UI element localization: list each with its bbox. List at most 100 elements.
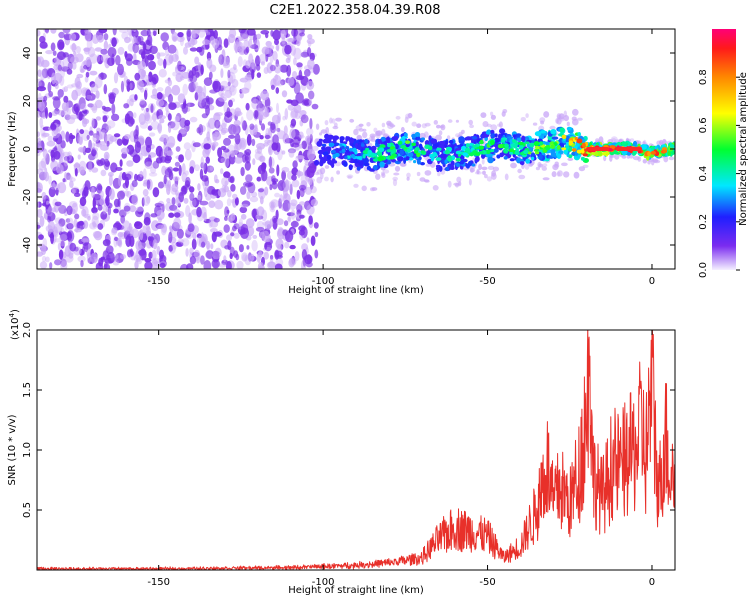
ridge-halo — [353, 128, 359, 136]
noise-blob — [200, 156, 204, 168]
noise-blob — [101, 129, 106, 134]
noise-blob — [153, 261, 161, 267]
noise-blob — [94, 76, 103, 89]
noise-blob — [176, 199, 181, 205]
noise-blob — [86, 252, 92, 264]
noise-blob — [145, 107, 149, 113]
noise-blob — [189, 116, 198, 123]
ridge-halo — [455, 119, 459, 123]
noise-blob — [143, 195, 150, 206]
noise-blob — [171, 197, 176, 206]
noise-blob — [53, 223, 63, 234]
noise-blob — [234, 144, 239, 154]
noise-blob — [168, 245, 173, 252]
noise-blob — [220, 68, 224, 79]
noise-blob — [233, 232, 240, 239]
ridge-halo — [535, 166, 541, 171]
noise-blob — [159, 249, 164, 260]
noise-blob — [39, 215, 45, 227]
noise-blob — [37, 224, 41, 229]
noise-blob — [307, 47, 312, 57]
noise-blob — [89, 70, 98, 76]
ridge-halo — [400, 126, 405, 133]
noise-blob — [85, 71, 90, 78]
noise-blob — [102, 115, 108, 123]
ridge-halo — [361, 185, 367, 192]
noise-blob — [264, 186, 269, 196]
ridge-cell — [458, 136, 465, 142]
noise-blob — [70, 56, 79, 64]
noise-blob — [133, 29, 137, 33]
ridge-cell — [420, 162, 425, 166]
ridge-peak — [378, 156, 384, 161]
noise-blob — [205, 250, 215, 260]
noise-blob — [196, 233, 202, 239]
noise-blob — [286, 99, 293, 104]
colorbar-tick-label: 0.4 — [698, 166, 709, 182]
ridge-cell — [670, 150, 675, 156]
noise-blob — [124, 36, 131, 44]
noise-blob — [192, 197, 200, 208]
y-tick-label: 0 — [22, 146, 33, 152]
ridge-cell — [456, 162, 460, 168]
noise-blob — [69, 242, 77, 252]
noise-blob — [250, 44, 259, 50]
noise-blob — [115, 167, 123, 171]
noise-blob — [265, 40, 272, 47]
noise-blob — [179, 117, 187, 128]
noise-blob — [270, 201, 275, 211]
noise-blob — [211, 231, 217, 243]
y-tick-label: 40 — [22, 47, 33, 60]
noise-blob — [126, 160, 134, 167]
noise-blob — [284, 241, 290, 249]
ridge-halo — [381, 128, 386, 136]
noise-blob — [195, 256, 201, 264]
ridge-cell — [642, 144, 647, 150]
ridge-cell — [528, 146, 534, 153]
noise-blob — [162, 41, 170, 51]
ridge-cell — [438, 144, 445, 149]
noise-blob — [90, 83, 99, 93]
noise-blob — [308, 90, 315, 100]
noise-blob — [194, 56, 200, 65]
noise-blob — [189, 247, 194, 255]
noise-blob — [194, 85, 204, 94]
noise-blob — [310, 199, 318, 207]
noise-blob — [169, 204, 178, 211]
ridge-halo — [510, 162, 517, 169]
ridge-cell — [394, 135, 398, 141]
x-tick-label: -150 — [147, 276, 170, 287]
ridge-halo — [424, 122, 431, 127]
ridge-cell — [465, 136, 472, 141]
noise-blob — [186, 102, 195, 108]
noise-blob — [287, 216, 291, 221]
snr-panel: -150 -100 -50 0 0.5 1.0 1.5 2.0 Height of stra… — [7, 309, 676, 596]
noise-blob — [256, 176, 262, 182]
colorbar-ticks: 0.0 0.2 0.4 0.6 0.8 — [698, 69, 740, 278]
ridge-peak — [352, 147, 357, 153]
noise-blob — [152, 160, 160, 169]
noise-blob — [94, 99, 103, 109]
noise-blob — [309, 52, 315, 62]
noise-blob — [275, 87, 280, 94]
noise-blob — [274, 263, 283, 269]
ridge-cell — [471, 139, 475, 144]
noise-blob — [129, 118, 135, 125]
noise-blob — [112, 29, 117, 36]
ridge-cell — [485, 131, 491, 135]
noise-blob — [306, 237, 310, 243]
noise-blob — [226, 217, 234, 222]
ridge-cell — [545, 141, 550, 146]
noise-blob — [63, 95, 69, 104]
noise-blob — [84, 29, 92, 34]
noise-blob — [152, 30, 157, 37]
noise-blob — [91, 103, 98, 114]
noise-blob — [45, 106, 48, 119]
ridge-halo — [419, 132, 426, 140]
ridge-cell — [356, 166, 361, 171]
noise-blob — [100, 211, 108, 220]
noise-blob — [139, 98, 145, 105]
noise-blob — [284, 230, 294, 243]
noise-blob — [292, 160, 298, 169]
